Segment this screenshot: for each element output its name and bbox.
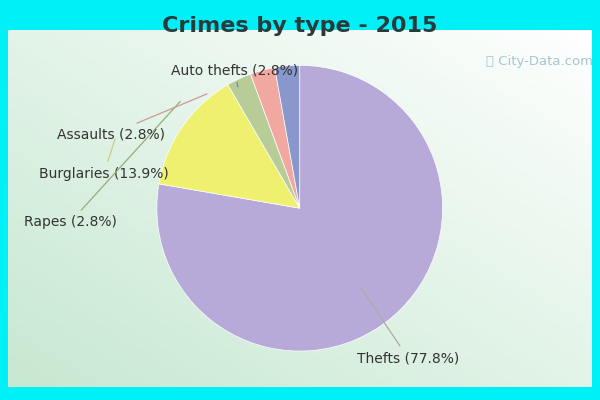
Text: Auto thefts (2.8%): Auto thefts (2.8%) [171,63,298,87]
Wedge shape [275,65,299,208]
Wedge shape [251,68,299,208]
Wedge shape [159,85,299,208]
Text: Assaults (2.8%): Assaults (2.8%) [57,94,207,141]
Text: Thefts (77.8%): Thefts (77.8%) [357,287,459,365]
Wedge shape [228,74,299,208]
Text: ⓘ City-Data.com: ⓘ City-Data.com [486,56,593,68]
Wedge shape [157,65,443,351]
Text: Rapes (2.8%): Rapes (2.8%) [24,102,180,229]
Text: Burglaries (13.9%): Burglaries (13.9%) [39,139,169,181]
Text: Crimes by type - 2015: Crimes by type - 2015 [163,16,437,36]
